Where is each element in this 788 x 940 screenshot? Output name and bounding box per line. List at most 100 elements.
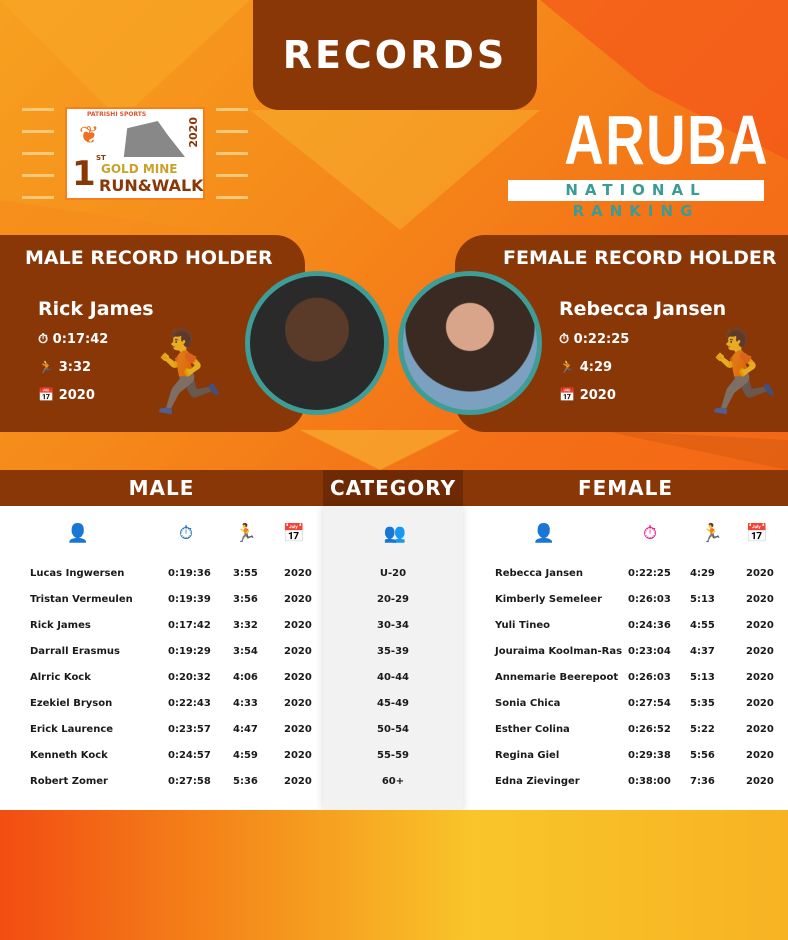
bird-icon: ❦ xyxy=(79,121,100,149)
male-holder-name: Rick James xyxy=(38,298,154,320)
logo-sub: RUN&WALK xyxy=(99,176,204,195)
female-name: Edna Zievinger xyxy=(495,776,580,787)
male-year: 2020 xyxy=(284,620,312,631)
female-name: Yuli Tineo xyxy=(495,620,550,631)
male-pace: 4:47 xyxy=(233,724,258,735)
female-year: 2020 xyxy=(746,698,774,709)
male-holder-pace: 3:32 xyxy=(58,360,92,375)
female-name: Jouraima Koolman-Ras xyxy=(495,646,623,657)
logo-edition-suffix: ST xyxy=(96,154,106,162)
category-label: 35-39 xyxy=(377,646,409,657)
male-pace: 5:36 xyxy=(233,776,258,787)
female-name: Sonia Chica xyxy=(495,698,561,709)
calendar-icon: 📅 xyxy=(559,388,576,403)
runner-icon: 🏃 xyxy=(234,523,258,544)
male-name: Robert Zomer xyxy=(30,776,108,787)
male-year: 2020 xyxy=(284,646,312,657)
male-pace: 4:06 xyxy=(233,672,258,683)
logo-edition: 1 xyxy=(72,154,96,194)
male-column-header: MALE xyxy=(0,470,323,506)
female-holder-pace: 4:29 xyxy=(579,360,613,375)
male-name: Alrric Kock xyxy=(30,672,91,683)
male-pace: 3:32 xyxy=(233,620,258,631)
female-pace: 5:13 xyxy=(690,594,715,605)
male-time: 0:19:39 xyxy=(168,594,211,605)
male-year: 2020 xyxy=(284,698,312,709)
male-name: Tristan Vermeulen xyxy=(30,594,133,605)
female-pace: 4:29 xyxy=(690,568,715,579)
female-panel-title: FEMALE RECORD HOLDER xyxy=(503,247,777,269)
female-name: Rebecca Jansen xyxy=(495,568,583,579)
male-time: 0:23:57 xyxy=(168,724,211,735)
male-pace: 4:33 xyxy=(233,698,258,709)
category-label: U-20 xyxy=(379,568,407,579)
male-panel-title: MALE RECORD HOLDER xyxy=(25,247,273,269)
male-year: 2020 xyxy=(284,776,312,787)
female-time: 0:38:00 xyxy=(628,776,671,787)
female-name: Esther Colina xyxy=(495,724,570,735)
female-column-header: FEMALE xyxy=(463,470,788,506)
category-column-header: CATEGORY xyxy=(323,470,463,506)
logo-event: GOLD MINE xyxy=(101,162,178,176)
female-year: 2020 xyxy=(746,568,774,579)
male-pace: 3:55 xyxy=(233,568,258,579)
male-name: Lucas Ingwersen xyxy=(30,568,125,579)
male-time: 0:20:32 xyxy=(168,672,211,683)
runner-icon: 🏃 xyxy=(700,523,724,544)
female-year: 2020 xyxy=(746,672,774,683)
ranking-subtitle: NATIONAL RANKING xyxy=(508,180,764,220)
male-name: Ezekiel Bryson xyxy=(30,698,113,709)
category-label: 50-54 xyxy=(377,724,409,735)
male-name: Erick Laurence xyxy=(30,724,114,735)
female-year: 2020 xyxy=(746,594,774,605)
person-icon: 👤 xyxy=(532,523,556,544)
female-time: 0:26:03 xyxy=(628,672,671,683)
female-year: 2020 xyxy=(746,724,774,735)
female-year: 2020 xyxy=(746,750,774,761)
male-year: 2020 xyxy=(284,724,312,735)
female-pace: 4:37 xyxy=(690,646,715,657)
male-time: 0:17:42 xyxy=(168,620,211,631)
female-holder-photo xyxy=(398,271,542,415)
female-time: 0:23:04 xyxy=(628,646,671,657)
female-holder-time: 0:22:25 xyxy=(573,332,630,347)
stopwatch-icon: ⏱ xyxy=(178,523,194,544)
logo-year: 2020 xyxy=(187,117,200,148)
calendar-icon: 📅 xyxy=(38,388,55,403)
female-pace: 5:35 xyxy=(690,698,715,709)
stopwatch-icon: ⏱ xyxy=(38,332,49,347)
category-label: 30-34 xyxy=(377,620,409,631)
female-year: 2020 xyxy=(746,646,774,657)
female-pace: 5:22 xyxy=(690,724,715,735)
category-label: 40-44 xyxy=(377,672,409,683)
male-holder-photo xyxy=(245,271,389,415)
category-label: 20-29 xyxy=(377,594,409,605)
female-time: 0:27:54 xyxy=(628,698,671,709)
male-time: 0:22:43 xyxy=(168,698,211,709)
female-pace: 4:55 xyxy=(690,620,715,631)
ruins-image xyxy=(123,121,185,157)
stopwatch-icon: ⏱ xyxy=(642,523,658,544)
logo-sponsor: PATRISHI SPORTS xyxy=(87,111,147,118)
male-name: Rick James xyxy=(30,620,91,631)
person-icon: 👤 xyxy=(66,523,90,544)
female-name: Annemarie Beerepoot xyxy=(495,672,619,683)
category-column xyxy=(323,506,463,810)
male-name: Kenneth Kock xyxy=(30,750,108,761)
male-pace: 3:56 xyxy=(233,594,258,605)
female-name: Kimberly Semeleer xyxy=(495,594,603,605)
female-time: 0:26:03 xyxy=(628,594,671,605)
female-year: 2020 xyxy=(746,776,774,787)
country-title: ARUBA xyxy=(564,101,770,179)
runner-silhouette-icon: 🏃 xyxy=(135,326,235,419)
group-icon: 👥 xyxy=(383,523,407,544)
male-time: 0:19:36 xyxy=(168,568,211,579)
female-year: 2020 xyxy=(746,620,774,631)
female-pace: 7:36 xyxy=(690,776,715,787)
male-holder-time: 0:17:42 xyxy=(52,332,109,347)
male-year: 2020 xyxy=(284,568,312,579)
calendar-icon: 📅 xyxy=(282,523,306,544)
category-label: 45-49 xyxy=(377,698,409,709)
female-name: Regina Giel xyxy=(495,750,560,761)
event-logo: PATRISHI SPORTS ❦ 2020 1 ST GOLD MINE RU… xyxy=(65,107,205,200)
